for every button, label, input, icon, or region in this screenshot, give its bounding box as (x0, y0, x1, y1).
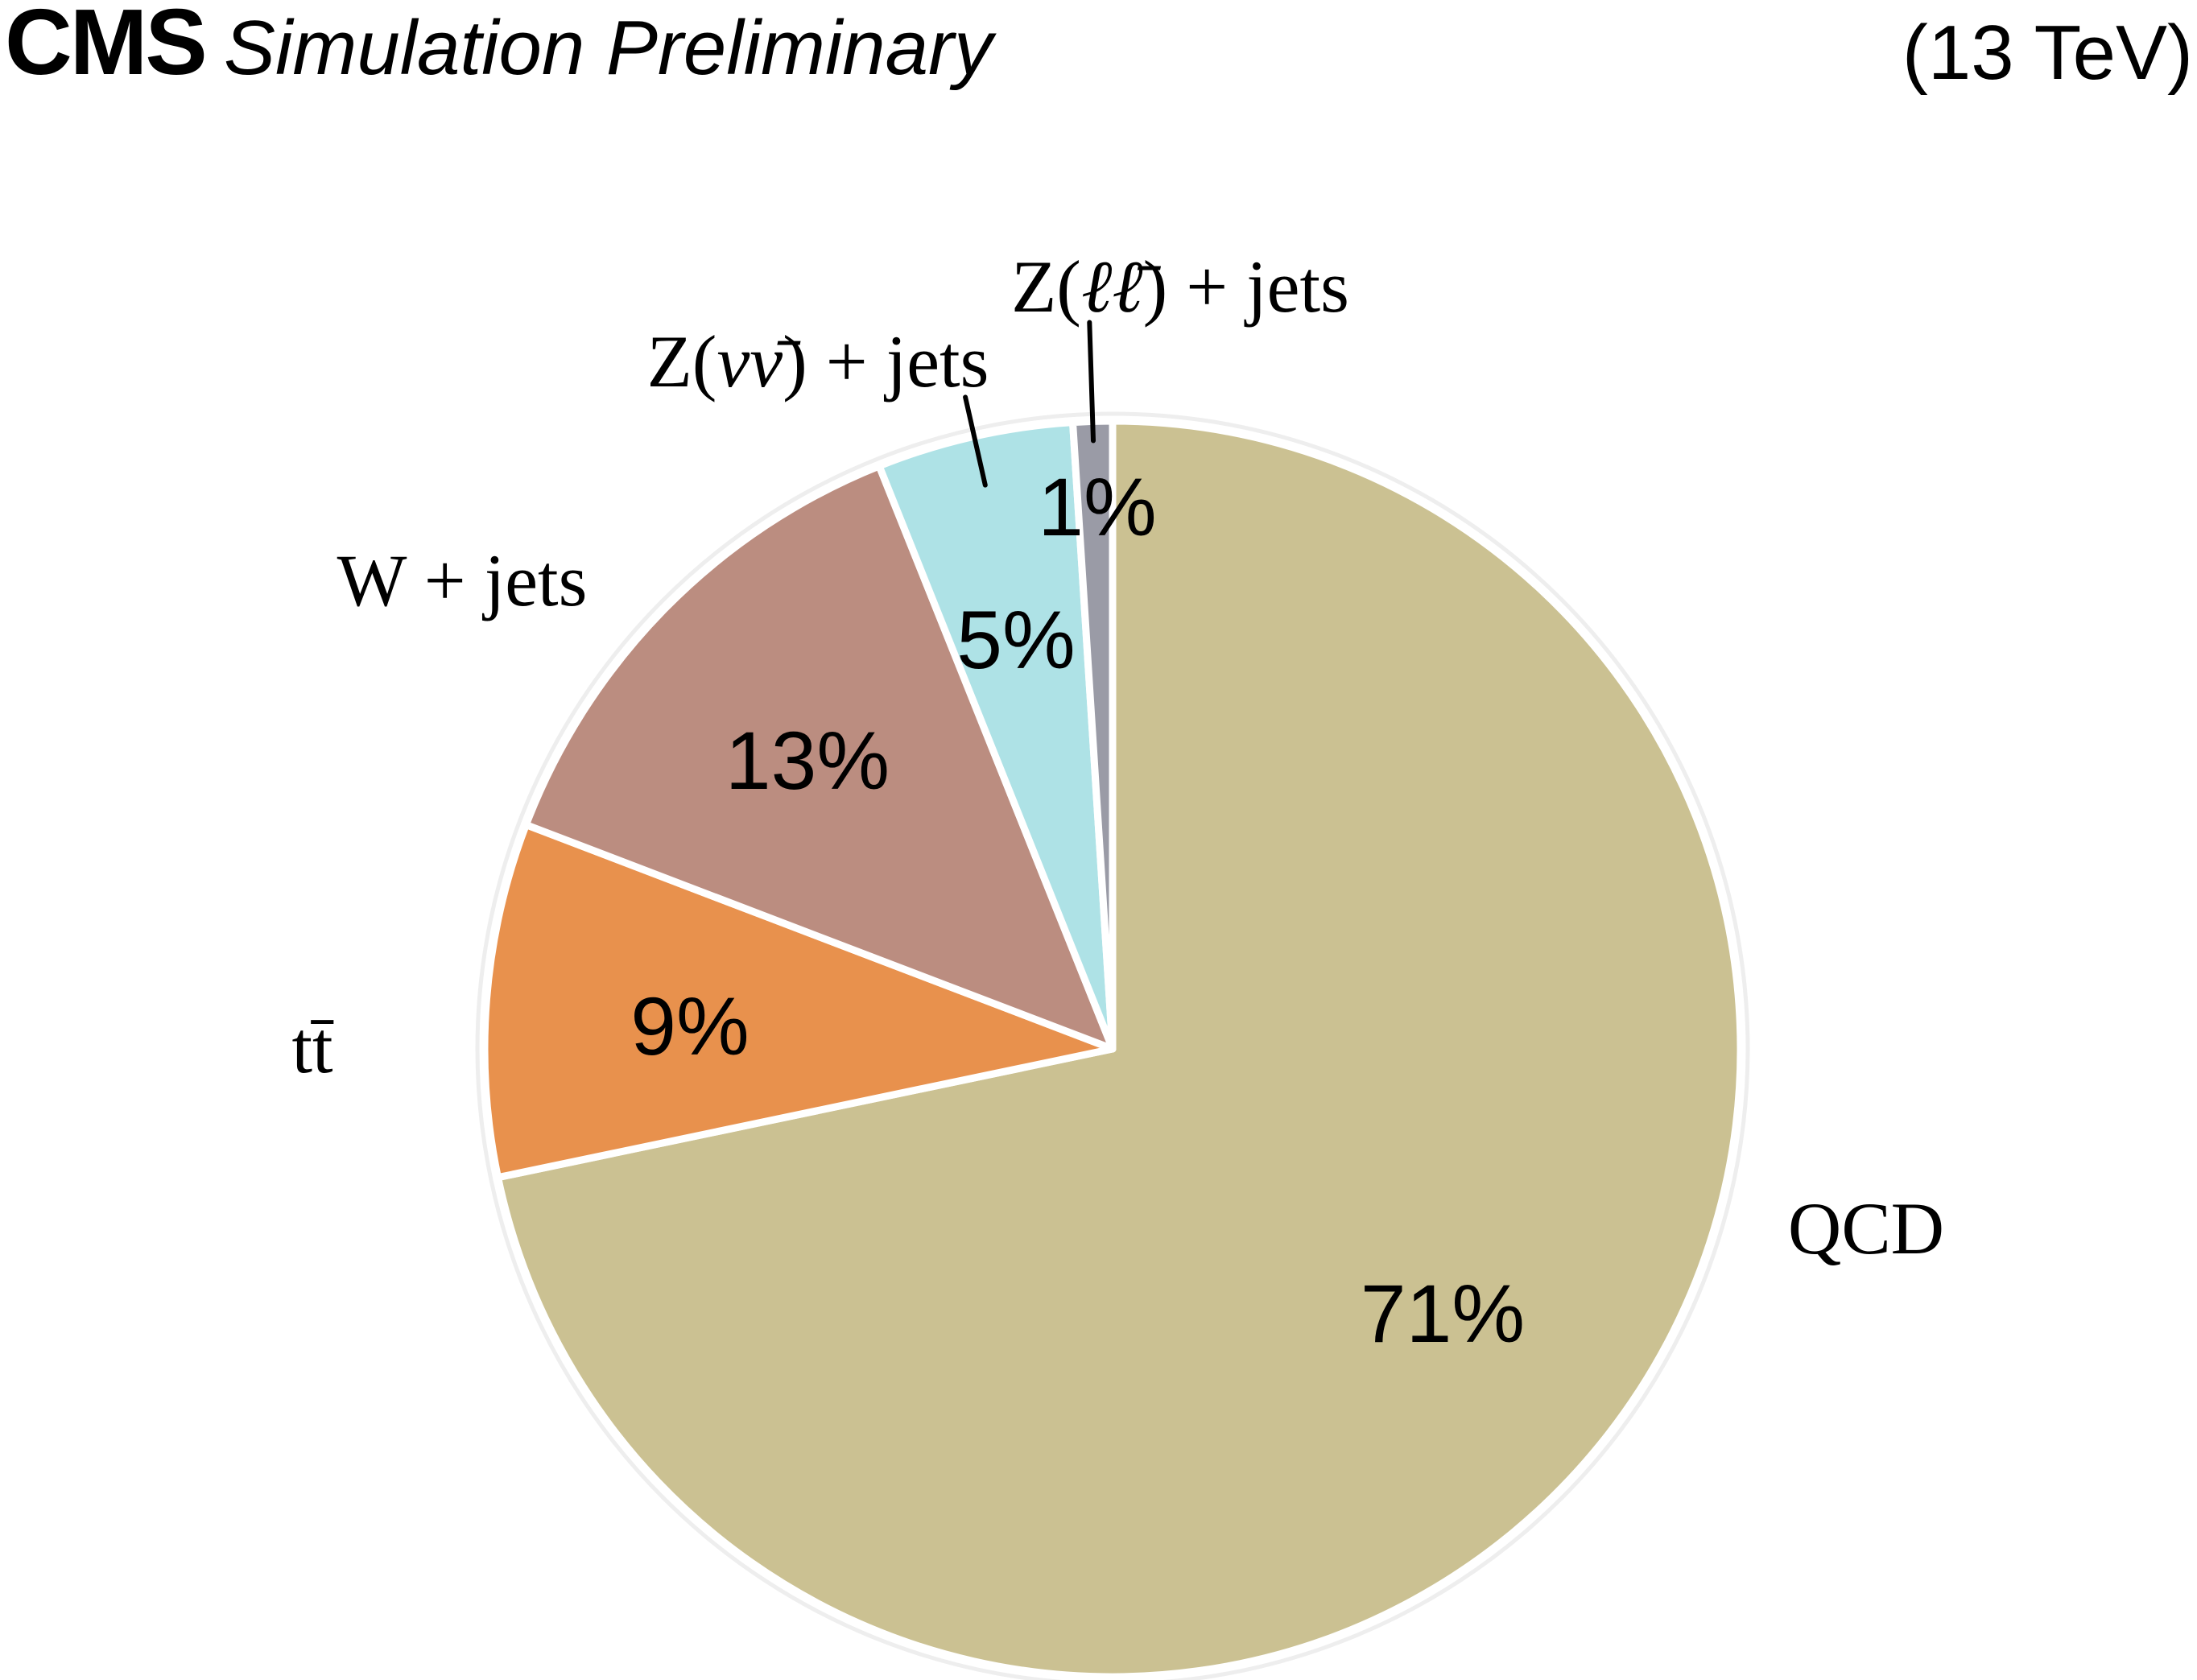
pct-label-z-nunu-jets: 5% (956, 594, 1075, 686)
pie-slice-qcd (494, 417, 1745, 1680)
pie-outline-ring (475, 411, 1750, 1680)
slice-label-part: QCD (1788, 1187, 1944, 1269)
pct-label-w-jets: 13% (725, 715, 890, 807)
slice-label-part: ) + jets (783, 320, 989, 402)
slice-label-qcd: QCD (1788, 1187, 1944, 1269)
slice-label-z-nunu-jets: Z(νν̄) + jets (647, 320, 989, 402)
pct-label-ttbar: 9% (630, 980, 749, 1072)
pie-slice-ttbar (481, 821, 1117, 1182)
leader-line-z-nunu-jets (963, 394, 988, 488)
slice-label-part: ) + jets (1143, 246, 1349, 328)
slice-label-part: Z( (647, 320, 717, 402)
pct-label-qcd: 71% (1361, 1268, 1525, 1360)
slice-label-w-jets: W + jets (337, 539, 588, 621)
leader-line-z-ll-jets (1087, 320, 1096, 444)
slice-label-part: tt̄ (291, 1006, 334, 1088)
pie-chart: 71% QCD 9% tt̄ 13% W + jets 5% Z(νν̄) + jets 1% Z… (291, 246, 1944, 1680)
slice-label-z-ll-jets: Z(ℓℓ̄) + jets (1011, 246, 1349, 328)
pct-label-z-ll-jets: 1% (1038, 461, 1156, 553)
header-subtitle-text: Simulation Preliminary (224, 5, 997, 91)
slice-label-ttbar: tt̄ (291, 1006, 334, 1088)
cms-logo-text: CMS (5, 0, 205, 94)
pie-slice-w-jets (522, 462, 1117, 1053)
energy-label: (13 TeV) (1902, 10, 2193, 96)
slice-label-part: Z( (1011, 246, 1081, 328)
slice-label-part: W + jets (337, 539, 588, 621)
